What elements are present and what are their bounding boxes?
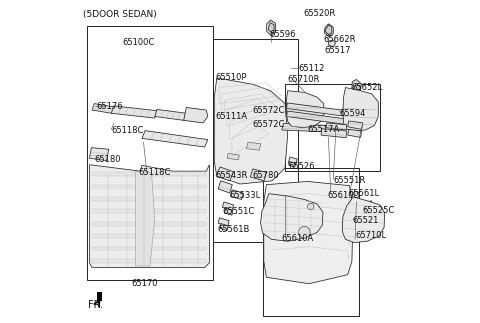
Text: 65520R: 65520R	[304, 9, 336, 18]
Text: 65533L: 65533L	[230, 191, 261, 200]
Polygon shape	[214, 78, 288, 184]
Polygon shape	[288, 157, 297, 165]
Text: 65517: 65517	[324, 46, 351, 55]
Polygon shape	[92, 222, 206, 225]
Polygon shape	[267, 20, 276, 36]
Polygon shape	[92, 104, 114, 113]
Text: 65610D: 65610D	[328, 191, 361, 200]
Polygon shape	[135, 171, 155, 266]
Polygon shape	[289, 162, 296, 167]
Text: 65118C: 65118C	[111, 126, 144, 135]
Polygon shape	[365, 210, 373, 216]
Polygon shape	[264, 182, 353, 284]
Bar	[213, 39, 298, 242]
Text: 65521: 65521	[352, 216, 378, 225]
Polygon shape	[282, 124, 343, 132]
Text: 65510P: 65510P	[215, 73, 246, 82]
Polygon shape	[225, 208, 233, 215]
Polygon shape	[250, 169, 266, 181]
Text: FR.: FR.	[88, 300, 103, 310]
Text: 65594: 65594	[340, 109, 366, 118]
Text: 65610A: 65610A	[282, 234, 314, 243]
Text: 65710L: 65710L	[355, 231, 386, 240]
Text: 65652L: 65652L	[351, 83, 382, 92]
Circle shape	[299, 226, 310, 238]
Text: 65517A: 65517A	[307, 125, 339, 134]
Polygon shape	[246, 142, 261, 150]
Polygon shape	[352, 79, 361, 92]
Polygon shape	[92, 259, 206, 263]
Polygon shape	[218, 218, 229, 226]
Polygon shape	[227, 153, 240, 160]
Text: 65596: 65596	[269, 30, 296, 39]
Polygon shape	[268, 23, 274, 34]
Text: (5DOOR SEDAN): (5DOOR SEDAN)	[83, 10, 157, 19]
Polygon shape	[261, 194, 323, 241]
Text: 65551C: 65551C	[222, 207, 254, 216]
Polygon shape	[321, 129, 347, 138]
Circle shape	[308, 203, 314, 210]
Text: 65780: 65780	[252, 172, 278, 181]
Text: 65176: 65176	[96, 102, 122, 111]
Text: 65561L: 65561L	[348, 189, 380, 198]
Polygon shape	[286, 91, 324, 128]
Polygon shape	[352, 215, 361, 223]
Polygon shape	[324, 24, 333, 37]
Polygon shape	[342, 197, 385, 243]
Polygon shape	[343, 88, 378, 131]
Text: 65118C: 65118C	[139, 168, 171, 177]
Polygon shape	[348, 129, 361, 137]
Polygon shape	[89, 165, 209, 268]
Text: 65662R: 65662R	[324, 36, 356, 45]
Text: 65551R: 65551R	[333, 176, 365, 185]
Text: 65100C: 65100C	[122, 38, 155, 47]
Text: 65170: 65170	[132, 279, 158, 288]
Polygon shape	[92, 209, 206, 213]
Polygon shape	[353, 84, 360, 94]
Polygon shape	[220, 224, 228, 231]
Polygon shape	[92, 246, 206, 250]
Polygon shape	[287, 103, 347, 117]
Polygon shape	[111, 106, 157, 118]
Polygon shape	[184, 108, 208, 123]
Polygon shape	[348, 121, 363, 129]
Bar	[263, 168, 359, 316]
Polygon shape	[287, 111, 347, 124]
Bar	[87, 26, 213, 280]
Polygon shape	[89, 148, 109, 161]
Polygon shape	[364, 201, 373, 212]
Polygon shape	[326, 123, 347, 130]
Text: 65572C: 65572C	[253, 106, 285, 115]
Polygon shape	[222, 202, 234, 210]
Polygon shape	[92, 234, 206, 238]
Polygon shape	[218, 181, 232, 193]
Polygon shape	[155, 109, 186, 120]
Text: 65526: 65526	[288, 162, 315, 171]
Text: 65572C: 65572C	[252, 120, 285, 129]
Text: 65111A: 65111A	[215, 112, 247, 121]
Text: 65525C: 65525C	[363, 206, 395, 215]
Polygon shape	[230, 190, 243, 199]
Bar	[285, 84, 380, 171]
Polygon shape	[142, 130, 208, 147]
Polygon shape	[325, 25, 332, 35]
Text: 65180: 65180	[95, 155, 121, 164]
Text: 65543R: 65543R	[215, 172, 247, 181]
Polygon shape	[92, 197, 206, 201]
Bar	[97, 292, 102, 301]
Text: 65710R: 65710R	[288, 75, 320, 84]
Polygon shape	[342, 105, 352, 117]
Text: 65112: 65112	[298, 64, 324, 73]
Polygon shape	[216, 167, 234, 181]
Polygon shape	[92, 184, 206, 188]
Polygon shape	[92, 172, 206, 176]
Polygon shape	[328, 40, 336, 47]
Text: 65561B: 65561B	[217, 224, 250, 234]
